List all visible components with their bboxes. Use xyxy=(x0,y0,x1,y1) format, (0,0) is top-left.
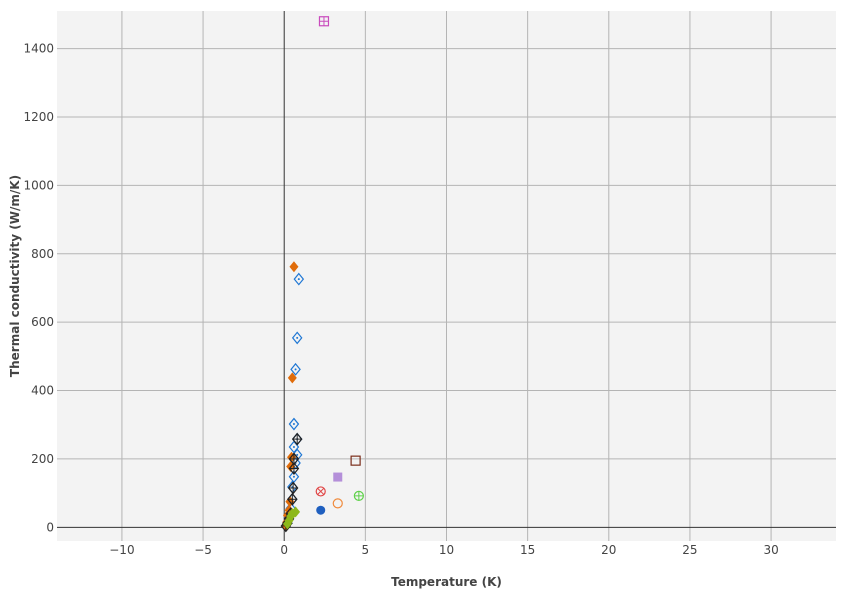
data-point xyxy=(290,362,301,376)
y-tick-label: 400 xyxy=(31,384,54,398)
x-tick-label: 10 xyxy=(439,543,454,557)
y-tick-label: 1200 xyxy=(23,110,54,124)
x-tick-label: 20 xyxy=(601,543,616,557)
data-point xyxy=(287,481,299,495)
data-point xyxy=(353,490,364,501)
data-point xyxy=(316,505,326,515)
y-tick-label: 0 xyxy=(46,520,54,534)
data-point xyxy=(288,462,300,475)
data-point xyxy=(287,372,297,384)
x-tick-label: −5 xyxy=(194,543,212,557)
data-point xyxy=(288,470,300,484)
data-point xyxy=(288,417,300,431)
data-points xyxy=(280,16,364,533)
x-axis-title: Temperature (K) xyxy=(391,575,502,589)
data-point xyxy=(332,498,343,509)
y-axis-title: Thermal conductivity (W/m/K) xyxy=(8,175,22,377)
x-tick-label: 30 xyxy=(763,543,778,557)
y-tick-label: 200 xyxy=(31,452,54,466)
tick-labels: −10 −5 0 5 10 15 20 25 30 0 200 400 600 800 1000 1200 14… xyxy=(23,42,778,557)
data-point xyxy=(293,272,305,286)
data-point xyxy=(291,432,303,446)
y-tick-label: 600 xyxy=(31,315,54,329)
data-point xyxy=(289,261,299,273)
data-point xyxy=(318,16,330,27)
x-tick-label: 25 xyxy=(682,543,697,557)
x-tick-label: 5 xyxy=(362,543,370,557)
x-tick-label: −10 xyxy=(109,543,134,557)
y-tick-label: 1400 xyxy=(23,42,54,56)
y-tick-label: 800 xyxy=(31,247,54,261)
data-point xyxy=(315,486,326,497)
data-point xyxy=(291,331,303,345)
data-point xyxy=(287,492,298,506)
data-point xyxy=(350,455,361,466)
y-tick-label: 1000 xyxy=(23,178,54,192)
data-point xyxy=(282,518,292,530)
grid-lines xyxy=(57,11,836,541)
zero-lines xyxy=(57,11,836,541)
data-point xyxy=(333,472,343,482)
x-tick-label: 0 xyxy=(280,543,288,557)
x-tick-label: 15 xyxy=(520,543,535,557)
